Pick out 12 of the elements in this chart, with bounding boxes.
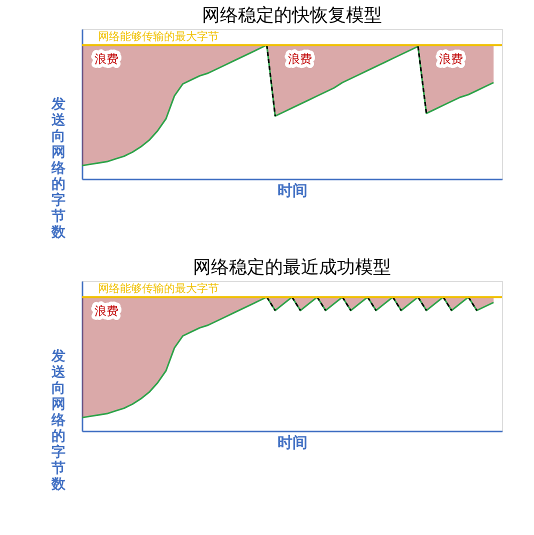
annotation: 浪费	[439, 52, 463, 66]
annotation: 浪费	[94, 52, 119, 66]
annotation: 浪费	[288, 52, 312, 66]
text: 发送向网络的字节数	[52, 348, 66, 492]
annotation: 浪费	[94, 304, 119, 318]
x-axis-title: 时间	[278, 182, 308, 200]
chart-title: 网络稳定的最近成功模型	[193, 257, 391, 278]
chart-title: 网络稳定的快恢复模型	[202, 5, 382, 26]
ref-line-label: 网络能够传输的最大字节	[98, 282, 219, 296]
ref-line-label: 网络能够传输的最大字节	[98, 30, 219, 44]
x-axis-title: 时间	[278, 434, 308, 452]
text: 发送向网络的字节数	[52, 96, 66, 240]
